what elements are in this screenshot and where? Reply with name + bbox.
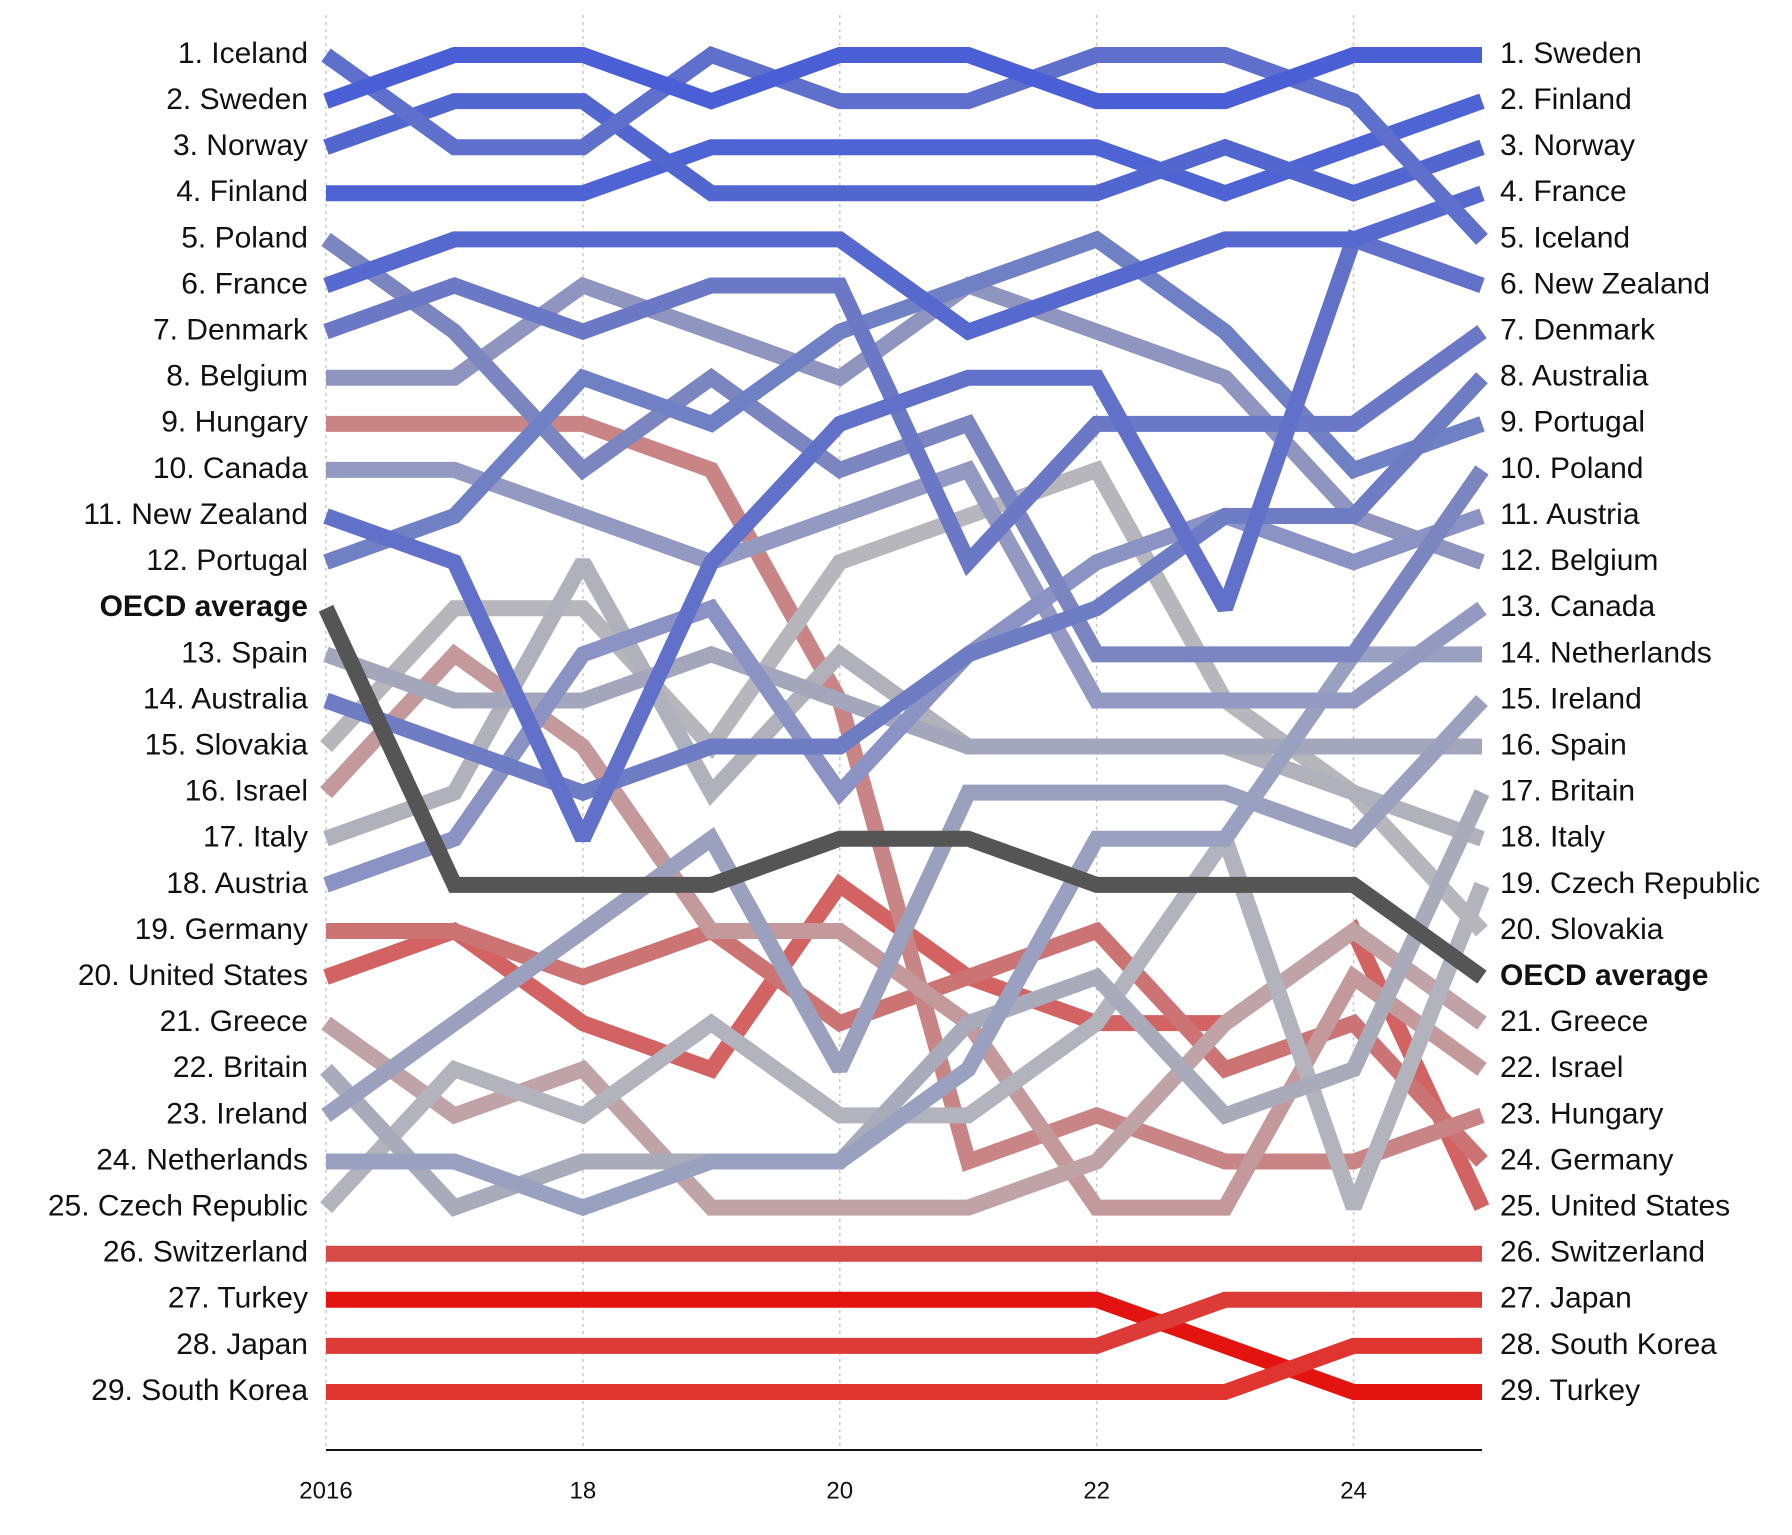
start-label: 19. Germany — [135, 913, 308, 946]
start-label: 2. Sweden — [166, 83, 308, 116]
start-label: 29. South Korea — [91, 1374, 308, 1407]
end-label: 26. Switzerland — [1500, 1236, 1705, 1269]
end-label: 17. Britain — [1500, 775, 1635, 808]
x-tick-label: 20 — [826, 1477, 853, 1504]
start-label: 3. Norway — [173, 129, 308, 162]
start-label: 21. Greece — [160, 1005, 308, 1038]
start-label: OECD average — [100, 590, 308, 623]
start-label: 6. France — [181, 267, 308, 300]
start-label: 12. Portugal — [146, 544, 308, 577]
end-label: 20. Slovakia — [1500, 913, 1664, 946]
rank-line — [323, 507, 1485, 893]
rank-line — [323, 93, 1485, 202]
end-label: 25. United States — [1500, 1190, 1730, 1223]
end-label: 23. Hungary — [1500, 1097, 1663, 1130]
end-label: 27. Japan — [1500, 1282, 1632, 1315]
start-label: 22. Britain — [173, 1051, 308, 1084]
start-label: 5. Poland — [181, 221, 308, 254]
end-label: 29. Turkey — [1500, 1374, 1640, 1407]
start-label: 24. Netherlands — [96, 1143, 308, 1176]
start-label: 7. Denmark — [153, 314, 309, 347]
end-label: 6. New Zealand — [1500, 267, 1710, 300]
end-label: 1. Sweden — [1500, 37, 1642, 70]
end-label: 2. Finland — [1500, 83, 1632, 116]
start-label: 14. Australia — [143, 682, 308, 715]
end-label: 22. Israel — [1500, 1051, 1623, 1084]
rank-line — [326, 646, 1482, 1217]
x-tick-label: 2016 — [299, 1477, 352, 1504]
end-label: 24. Germany — [1500, 1143, 1673, 1176]
start-label: 9. Hungary — [161, 406, 308, 439]
rank-line — [326, 460, 1487, 709]
rank-line — [323, 47, 1482, 110]
end-label: 9. Portugal — [1500, 406, 1645, 439]
start-label: 26. Switzerland — [103, 1236, 308, 1269]
end-label: 13. Canada — [1500, 590, 1655, 623]
start-label: 10. Canada — [153, 452, 308, 485]
rank-line — [321, 695, 1488, 1122]
start-label: 8. Belgium — [166, 360, 308, 393]
start-label: 25. Czech Republic — [48, 1190, 308, 1223]
start-label: 28. Japan — [176, 1328, 308, 1361]
start-label: 23. Ireland — [166, 1097, 308, 1130]
end-label: 11. Austria — [1500, 498, 1640, 531]
start-label: 13. Spain — [181, 636, 308, 669]
start-label: 18. Austria — [166, 867, 308, 900]
start-label: 27. Turkey — [168, 1282, 308, 1315]
start-label: 20. United States — [78, 959, 308, 992]
end-label: 15. Ireland — [1500, 682, 1642, 715]
end-label: 14. Netherlands — [1500, 636, 1712, 669]
start-label: 1. Iceland — [178, 37, 308, 70]
end-label: OECD average — [1500, 959, 1708, 992]
end-label: 19. Czech Republic — [1500, 867, 1760, 900]
end-label: 4. France — [1500, 175, 1627, 208]
rank-line — [323, 185, 1485, 341]
end-label: 5. Iceland — [1500, 221, 1630, 254]
start-label: 4. Finland — [176, 175, 308, 208]
rank-line — [323, 229, 1485, 843]
end-label: 10. Poland — [1500, 452, 1643, 485]
end-label: 12. Belgium — [1500, 544, 1658, 577]
end-label: 3. Norway — [1500, 129, 1635, 162]
rank-line — [326, 1291, 1482, 1354]
start-label: 16. Israel — [185, 775, 308, 808]
rank-line — [326, 1337, 1482, 1400]
rank-line — [321, 232, 1489, 663]
end-label: 8. Australia — [1500, 360, 1649, 393]
x-tick-label: 18 — [570, 1477, 597, 1504]
x-tick-label: 22 — [1083, 1477, 1110, 1504]
rank-line — [318, 604, 1487, 984]
x-tick-label: 24 — [1340, 1477, 1367, 1504]
end-label: 18. Italy — [1500, 821, 1605, 854]
end-label: 21. Greece — [1500, 1005, 1648, 1038]
start-label: 15. Slovakia — [145, 728, 309, 761]
end-label: 16. Spain — [1500, 728, 1627, 761]
end-label: 7. Denmark — [1500, 314, 1656, 347]
rank-line — [320, 834, 1490, 1214]
start-label: 17. Italy — [203, 821, 308, 854]
start-label: 11. New Zealand — [83, 498, 308, 531]
end-label: 28. South Korea — [1500, 1328, 1717, 1361]
rank-line — [323, 372, 1488, 802]
